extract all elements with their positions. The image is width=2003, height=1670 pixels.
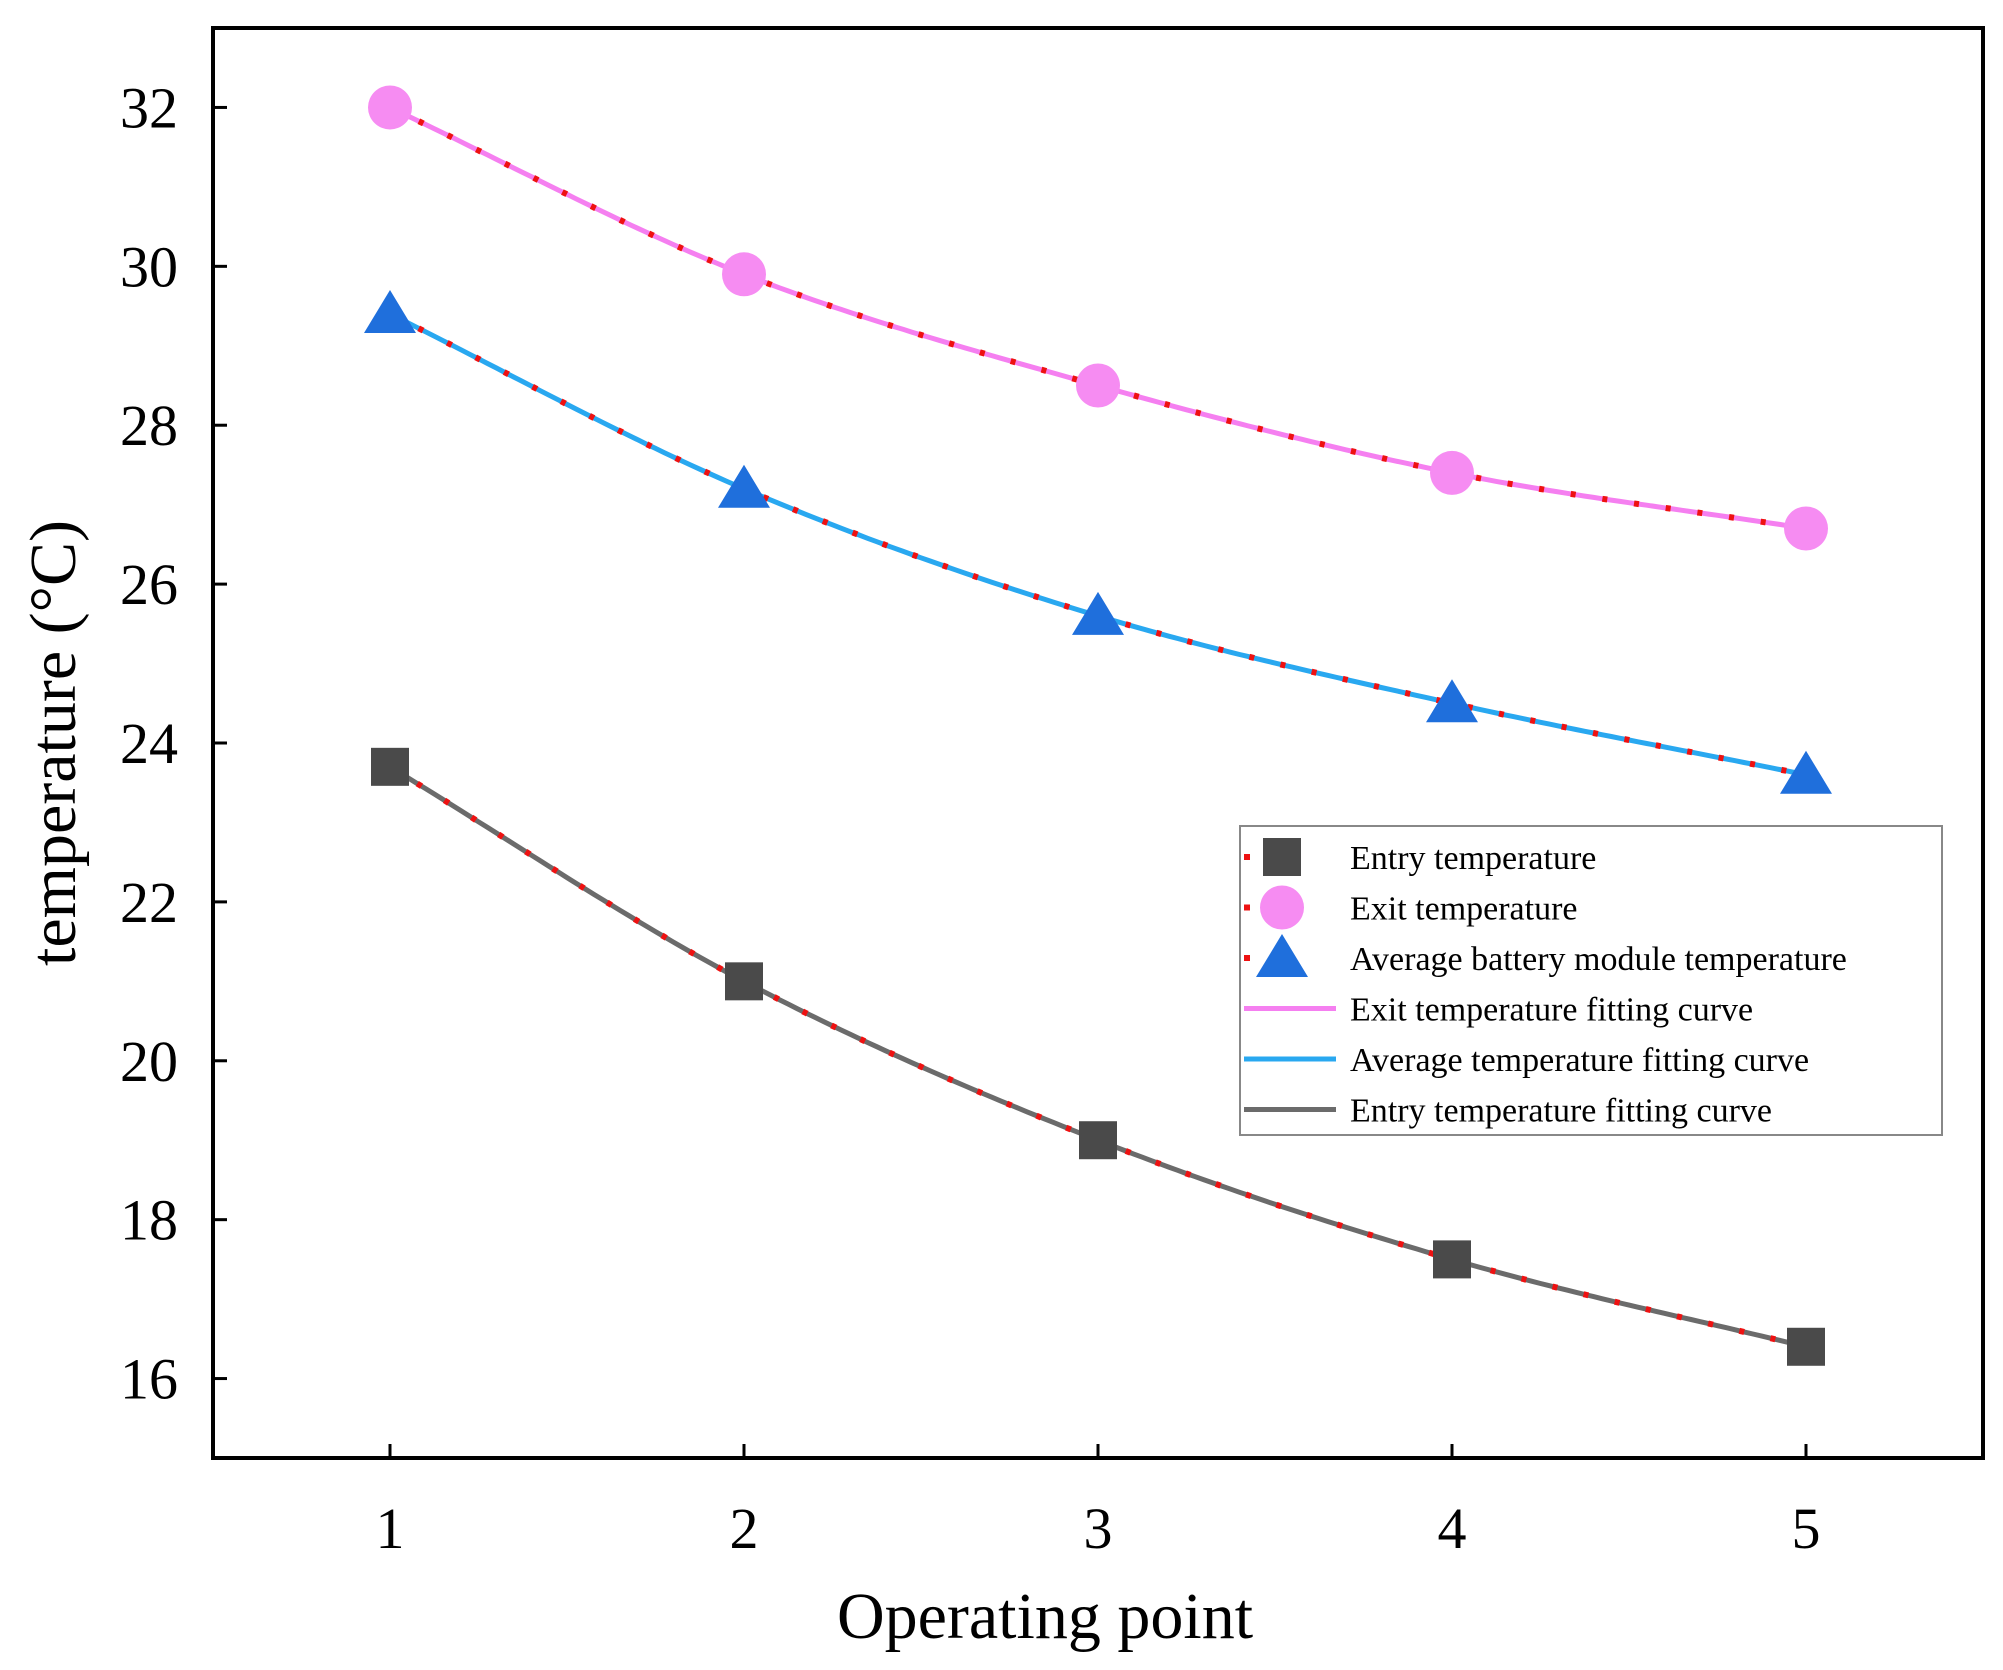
fitting-curves (388, 105, 1807, 1350)
x-tick-label: 1 (376, 1496, 405, 1561)
legend-box (1239, 825, 1943, 1136)
x-tick-label: 2 (730, 1496, 759, 1561)
triangle-marker (718, 464, 770, 508)
y-tick-label: 32 (120, 75, 178, 140)
y-axis: 16 18 20 22 24 26 28 30 32 (120, 75, 227, 1412)
legend-label: Average battery module temperature (1350, 941, 1847, 978)
y-axis-title: temperature (°C) (17, 520, 90, 966)
square-marker (1787, 1327, 1825, 1366)
triangle-marker (364, 290, 416, 333)
legend-square-marker (1263, 838, 1301, 876)
legend-label: Exit temperature (1350, 891, 1578, 928)
x-tick-label: 3 (1084, 1496, 1113, 1561)
circle-marker (722, 252, 766, 297)
data-markers (364, 85, 1832, 1366)
square-marker (725, 962, 763, 1001)
triangle-marker (1780, 750, 1832, 794)
circle-marker (1784, 506, 1828, 551)
y-tick-label: 16 (120, 1347, 178, 1412)
legend-circle-marker (1260, 885, 1304, 930)
plot-frame (211, 26, 1985, 1460)
circle-marker (1076, 363, 1120, 408)
dotted-data-line (388, 104, 1807, 532)
triangle-marker (1426, 679, 1478, 723)
legend-label: Entry temperature (1350, 840, 1596, 877)
square-marker (1079, 1121, 1117, 1160)
y-tick-label: 18 (120, 1188, 178, 1253)
legend-label: Exit temperature fitting curve (1350, 992, 1753, 1029)
x-axis: 1 2 3 4 5 (376, 1444, 1821, 1561)
y-tick-label: 24 (120, 711, 178, 776)
y-tick-label: 22 (120, 870, 178, 935)
x-tick-label: 4 (1438, 1496, 1467, 1561)
x-axis-title: Operating point (837, 1580, 1253, 1653)
square-marker (1433, 1240, 1471, 1279)
legend-label: Average temperature fitting curve (1350, 1042, 1809, 1079)
dotted-data-lines (388, 104, 1807, 1350)
legend: Entry temperature Exit temperature Average… (1239, 825, 1943, 1136)
circle-marker (368, 85, 412, 130)
y-tick-label: 26 (120, 552, 178, 617)
circle-marker (1430, 450, 1474, 495)
y-tick-label: 30 (120, 234, 178, 299)
fitting-curve-line (388, 105, 1807, 531)
y-tick-label: 28 (120, 393, 178, 458)
legend-triangle-marker (1256, 934, 1308, 977)
legend-label: Entry temperature fitting curve (1350, 1093, 1772, 1130)
triangle-marker (1072, 591, 1124, 635)
square-marker (371, 747, 409, 786)
x-tick-label: 5 (1792, 1496, 1821, 1561)
y-tick-label: 20 (120, 1029, 178, 1094)
